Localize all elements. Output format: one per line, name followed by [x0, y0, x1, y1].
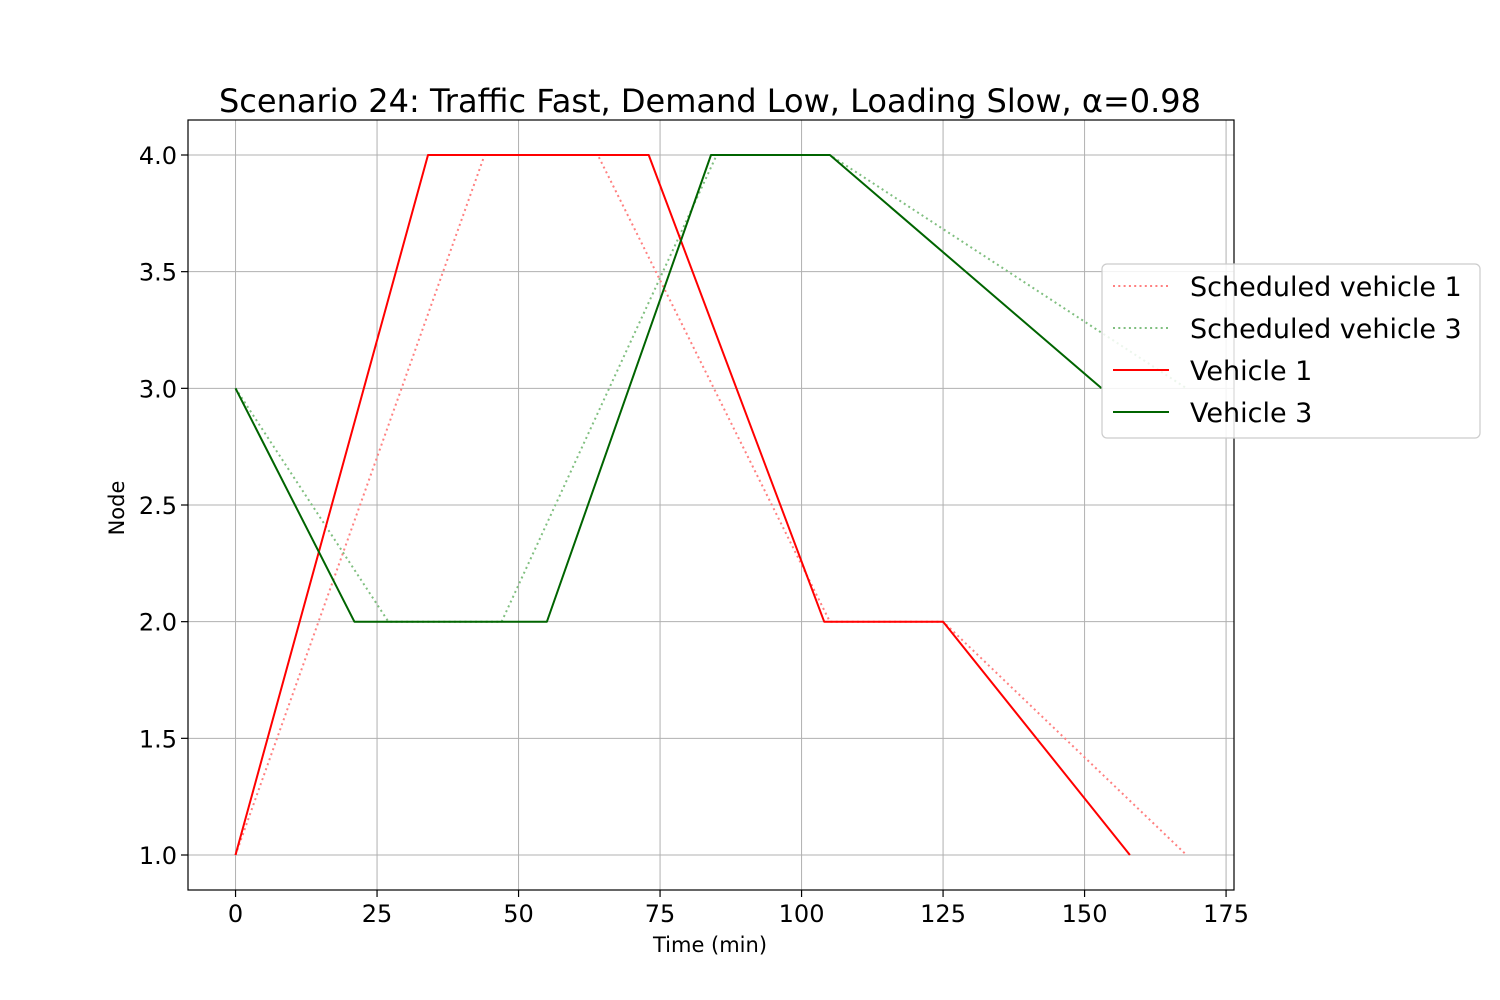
y-tick-label: 4.0 [139, 142, 177, 170]
legend-label: Scheduled vehicle 3 [1190, 314, 1462, 345]
series-lines [234, 154, 1188, 856]
x-tick-label: 175 [1203, 900, 1249, 928]
x-tick-label: 50 [503, 900, 534, 928]
y-tick-label: 2.5 [139, 492, 177, 520]
axis-ticks: 0 25 50 75 100 125 150 175 1.0 1.5 2.0 2.5 3.0 3.5 4.0 [139, 142, 1249, 928]
x-tick-label: 75 [645, 900, 676, 928]
grid [188, 120, 1234, 890]
x-tick-label: 125 [920, 900, 966, 928]
x-tick-label: 0 [228, 900, 243, 928]
chart-title: Scenario 24: Traffic Fast, Demand Low, L… [219, 82, 1201, 120]
y-tick-label: 3.0 [139, 375, 177, 403]
x-tick-label: 25 [362, 900, 393, 928]
legend-label: Vehicle 3 [1190, 398, 1312, 429]
legend-box [1101, 263, 1481, 439]
y-axis-label: Node [105, 481, 129, 536]
legend-label: Vehicle 1 [1190, 356, 1312, 387]
x-axis-label: Time (min) [652, 933, 767, 957]
y-tick-label: 1.5 [139, 725, 177, 753]
y-tick-label: 1.0 [139, 842, 177, 870]
x-tick-label: 150 [1062, 900, 1108, 928]
series-line-4 [234, 154, 1103, 623]
legend: Scheduled vehicle 1 Scheduled vehicle 3 Ve… [1101, 263, 1481, 439]
y-tick-label: 2.0 [139, 609, 177, 637]
x-tick-label: 100 [779, 900, 825, 928]
legend-label: Scheduled vehicle 1 [1190, 272, 1462, 303]
series-line-3 [234, 154, 1131, 856]
y-tick-label: 3.5 [139, 259, 177, 287]
